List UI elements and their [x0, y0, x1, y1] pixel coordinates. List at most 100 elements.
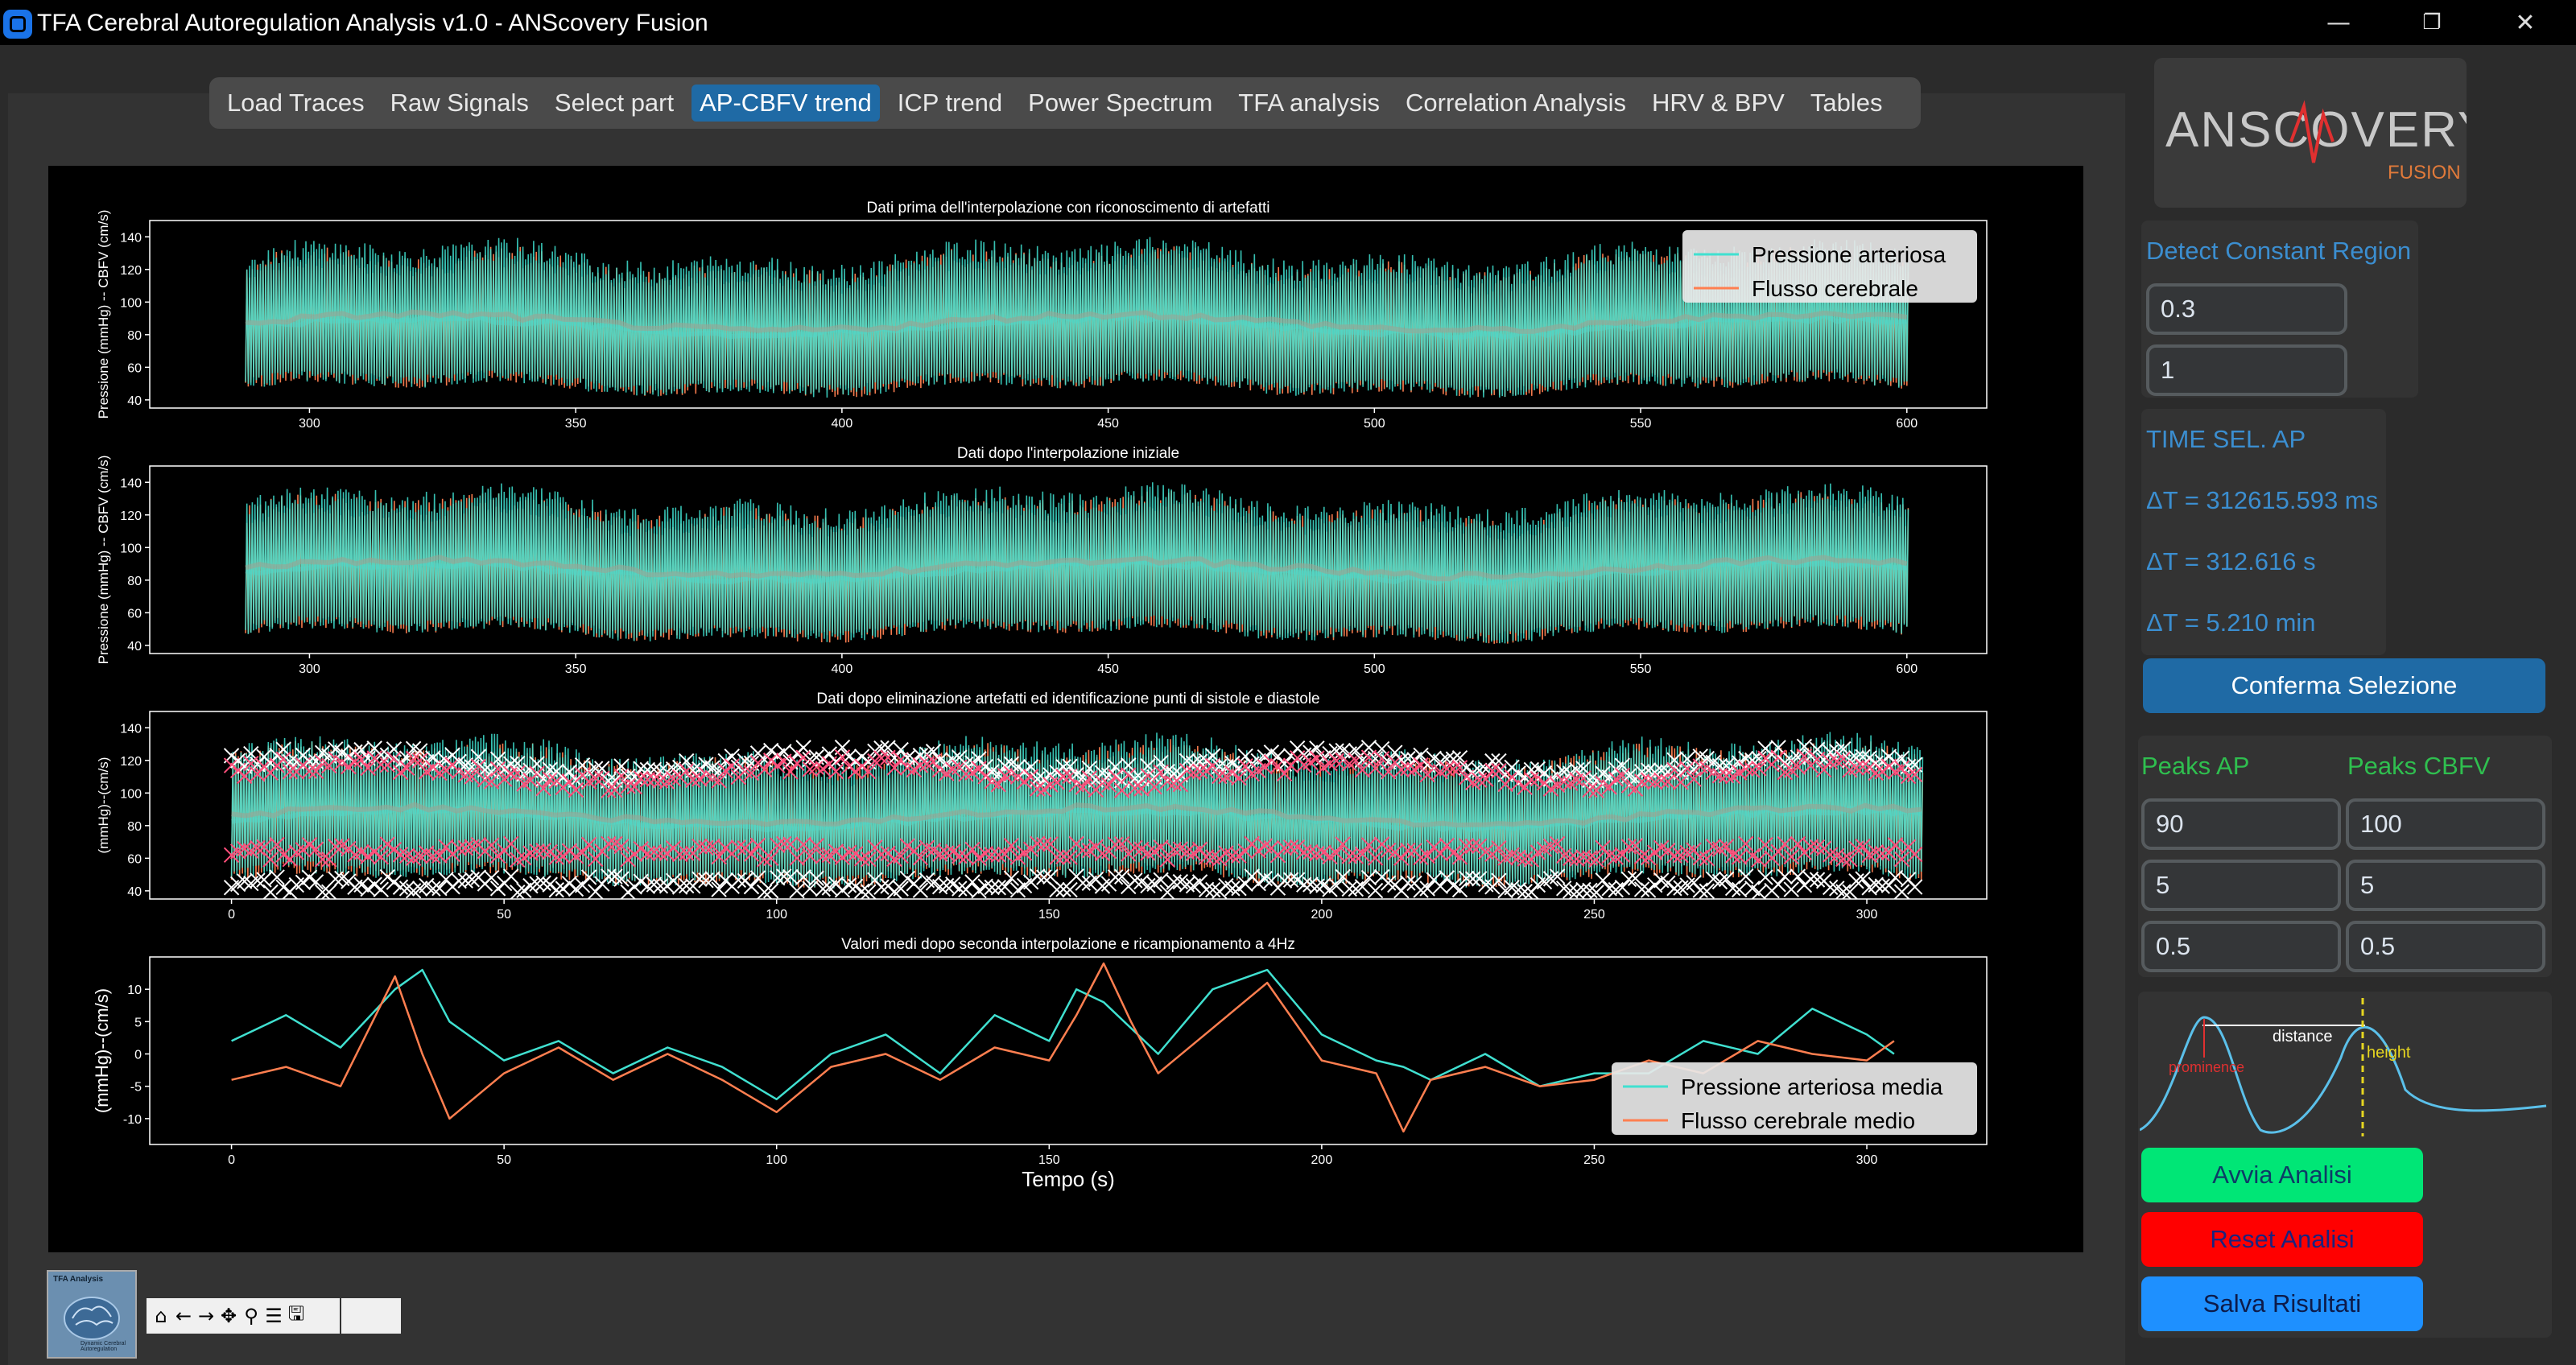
detect-duration-input[interactable]: 1	[2146, 344, 2347, 396]
peak-marker	[308, 763, 324, 780]
confirm-selection-button[interactable]: Conferma Selezione	[2143, 658, 2545, 713]
y-tick-label: 5	[134, 1016, 142, 1029]
peak-marker	[386, 841, 402, 858]
pan-icon[interactable]: ✥	[220, 1305, 237, 1327]
peak-marker	[1153, 872, 1169, 889]
peak-marker	[529, 876, 545, 892]
peak-marker	[925, 753, 942, 769]
peak-marker	[1458, 769, 1475, 786]
tab-tfa-analysis[interactable]: TFA analysis	[1238, 89, 1381, 117]
peak-marker	[997, 846, 1013, 863]
x-tick-label: 450	[1097, 417, 1119, 431]
y-tick-label: 80	[127, 329, 142, 343]
figure-canvas[interactable]: Dati prima dell'interpolazione con ricon…	[48, 166, 2083, 1252]
restore-button[interactable]: ❐	[2422, 10, 2442, 35]
y-tick-label: 100	[120, 542, 142, 555]
configure-icon[interactable]: ☰	[265, 1305, 283, 1327]
close-button[interactable]: ✕	[2515, 8, 2536, 37]
tab-correlation-analysis[interactable]: Correlation Analysis	[1406, 89, 1626, 117]
peak-marker	[1224, 847, 1241, 864]
peak-marker	[1549, 835, 1566, 852]
peaks-cbfv-distance-input[interactable]: 5	[2346, 860, 2545, 911]
tab-tables[interactable]: Tables	[1810, 89, 1883, 117]
peak-marker	[295, 874, 312, 891]
save-results-button[interactable]: Salva Risultati	[2141, 1276, 2423, 1331]
peaks-ap-prominence-input[interactable]: 0.5	[2141, 921, 2341, 972]
peak-marker	[847, 846, 864, 862]
peak-marker	[1868, 844, 1884, 860]
tab-select-part[interactable]: Select part	[554, 89, 675, 117]
peak-marker	[1790, 835, 1806, 852]
peak-marker	[1601, 880, 1617, 897]
peak-marker	[756, 761, 773, 777]
start-analysis-button[interactable]: Avvia Analisi	[2141, 1148, 2423, 1202]
peak-marker	[861, 884, 877, 899]
peak-marker	[601, 782, 617, 799]
peak-marker	[542, 876, 558, 893]
peak-marker	[1113, 782, 1130, 798]
subplot-title: Dati prima dell'interpolazione con ricon…	[866, 200, 1269, 217]
tab-icp-trend[interactable]: ICP trend	[897, 89, 1003, 117]
peak-marker	[607, 781, 623, 798]
peak-marker	[971, 850, 987, 866]
y-axis-label: (mmHg)--(cm/s)	[92, 988, 112, 1113]
x-tick-label: 350	[565, 662, 587, 676]
tab-ap-cbfv-trend[interactable]: AP-CBFV trend	[691, 85, 880, 122]
peak-marker	[328, 838, 344, 855]
peak-marker	[1887, 837, 1904, 853]
tab-hrv-bpv[interactable]: HRV & BPV	[1652, 89, 1785, 117]
peak-marker	[861, 764, 877, 780]
peak-marker	[587, 770, 604, 786]
delta-t-ms: ΔT = 312615.593 ms	[2146, 486, 2379, 514]
peak-marker	[522, 845, 539, 861]
peak-marker	[503, 868, 519, 885]
peak-marker	[665, 771, 682, 787]
peak-marker	[997, 767, 1013, 784]
peaks-ap-height-input[interactable]: 90	[2141, 798, 2341, 850]
peak-marker	[834, 749, 851, 765]
peak-marker	[1724, 847, 1741, 864]
peak-marker	[529, 765, 545, 781]
peak-marker	[1231, 847, 1247, 864]
plot-area[interactable]: Dati prima dell'interpolazione con ricon…	[48, 166, 2083, 1252]
peak-marker	[237, 768, 253, 785]
peaks-ap-distance-input[interactable]: 5	[2141, 860, 2341, 911]
back-icon[interactable]: ←	[175, 1305, 192, 1327]
reset-analysis-button[interactable]: Reset Analisi	[2141, 1212, 2423, 1267]
peak-marker	[1400, 761, 1416, 777]
x-tick-label: 300	[299, 662, 320, 676]
peak-marker	[854, 851, 870, 867]
forward-icon[interactable]: →	[197, 1305, 215, 1327]
peak-marker	[1212, 768, 1228, 785]
minimize-button[interactable]: —	[2326, 8, 2351, 37]
peak-marker	[847, 763, 864, 780]
peaks-cbfv-prominence-input[interactable]: 0.5	[2346, 921, 2545, 972]
zoom-icon[interactable]: ⚲	[244, 1305, 258, 1327]
peak-marker	[808, 870, 824, 886]
peak-marker	[990, 847, 1006, 863]
tab-power-spectrum[interactable]: Power Spectrum	[1028, 89, 1213, 117]
tfa-thumbnail-image: TFA Analysis Dynamic Cerebral Autoregula…	[47, 1270, 137, 1359]
peak-marker	[314, 852, 331, 868]
save-icon[interactable]: 🖫	[287, 1301, 305, 1325]
y-tick-label: 60	[127, 852, 142, 866]
peak-marker	[1880, 877, 1897, 893]
tab-load-traces[interactable]: Load Traces	[227, 89, 365, 117]
peak-marker	[425, 760, 441, 776]
peak-marker	[1484, 763, 1501, 779]
peak-marker	[958, 765, 974, 782]
peak-marker	[1718, 839, 1735, 855]
home-icon[interactable]: ⌂	[155, 1305, 167, 1327]
detect-threshold-input[interactable]: 0.3	[2146, 283, 2347, 335]
peak-marker	[1595, 872, 1611, 889]
tab-raw-signals[interactable]: Raw Signals	[390, 89, 529, 117]
peak-marker	[1393, 883, 1410, 899]
y-axis-label: Pressione (mmHg) -- CBFV (cm/s)	[96, 210, 111, 419]
peak-marker	[1855, 838, 1871, 855]
peak-marker	[1855, 758, 1871, 775]
peak-marker	[1673, 774, 1689, 790]
diagram-distance-label: distance	[2273, 1028, 2333, 1045]
peak-marker	[1360, 869, 1377, 886]
peak-marker	[535, 780, 551, 797]
peaks-cbfv-height-input[interactable]: 100	[2346, 798, 2545, 850]
